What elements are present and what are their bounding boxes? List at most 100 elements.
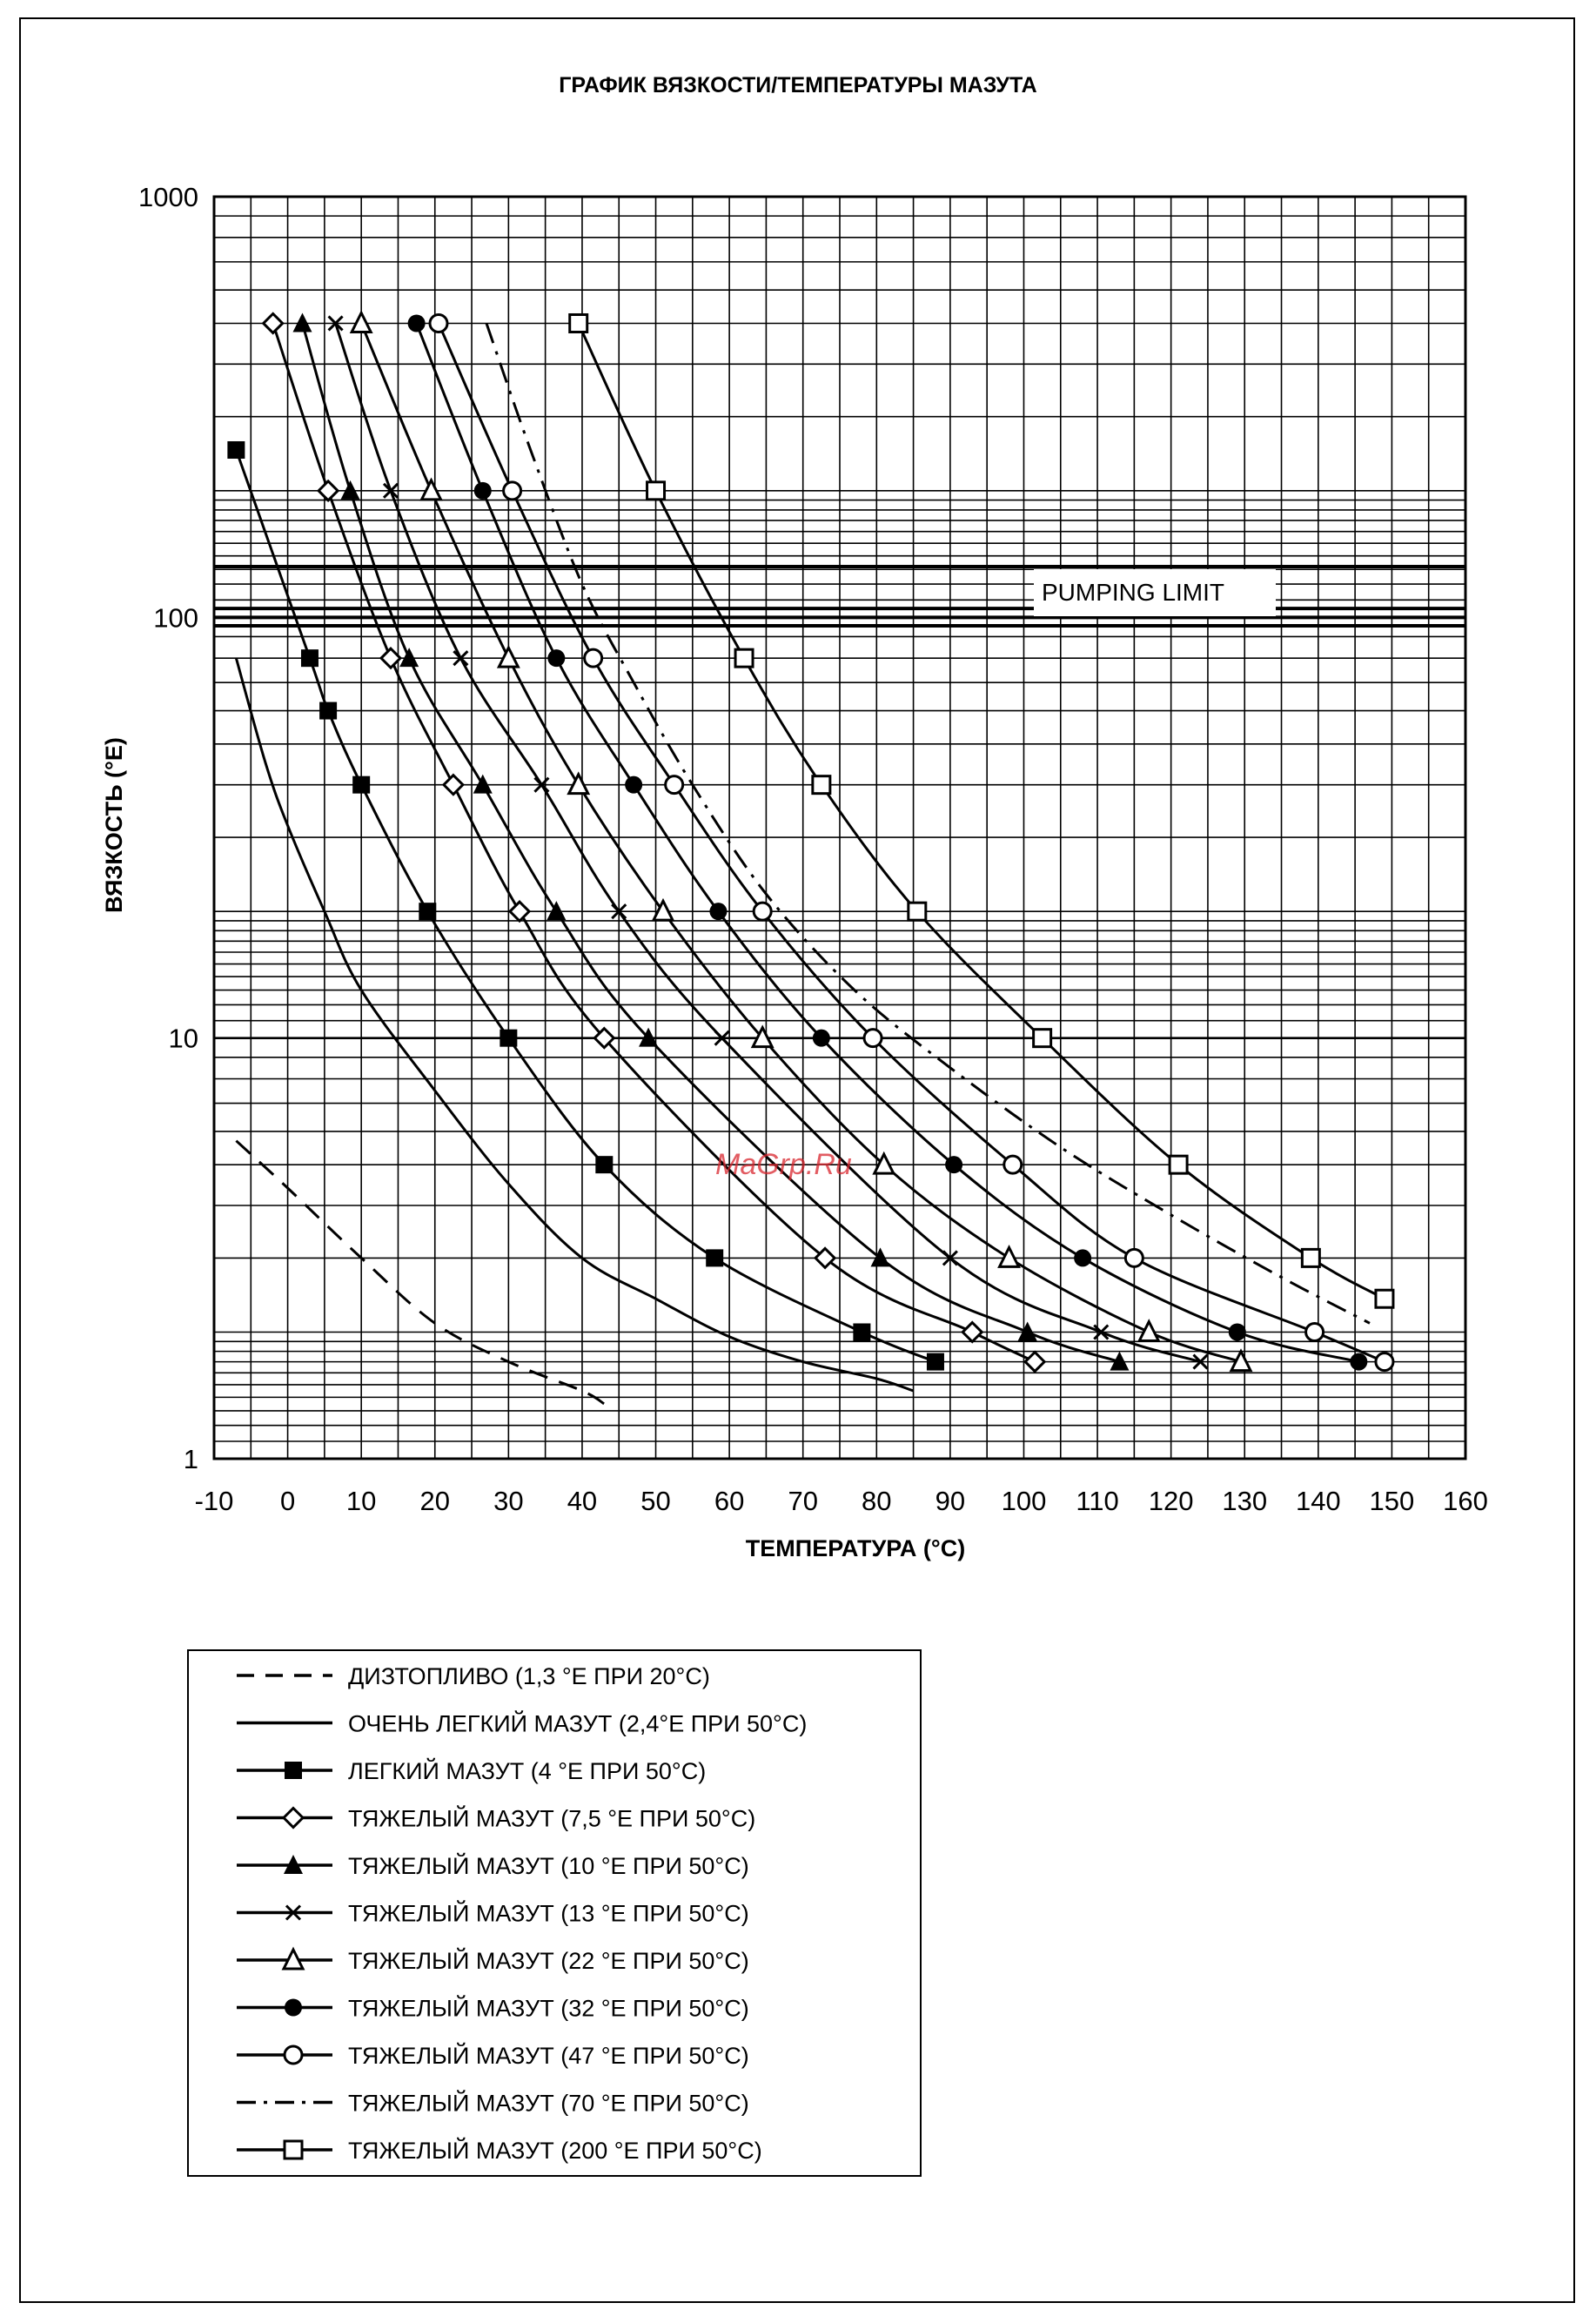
- series-line: [234, 657, 915, 1393]
- series-1: [234, 657, 915, 1393]
- data-point: [568, 312, 589, 333]
- legend-label: ТЯЖЕЛЫЙ МАЗУТ (47 °E ПРИ 50°C): [348, 2042, 749, 2069]
- x-tick-label: 160: [1443, 1486, 1488, 1516]
- legend-marker: [283, 2044, 304, 2065]
- data-point: [1228, 1323, 1246, 1341]
- data-point: [625, 775, 643, 794]
- data-point: [349, 310, 373, 333]
- y-axis-label: ВЯЗКОСТЬ (°E): [101, 737, 127, 913]
- data-point: [813, 1246, 837, 1270]
- legend-item: ТЯЖЕЛЫЙ МАЗУТ (7,5 °E ПРИ 50°C): [237, 1805, 755, 1832]
- legend-label: ТЯЖЕЛЫЙ МАЗУТ (70 °E ПРИ 50°C): [348, 2090, 749, 2117]
- legend-label: ОЧЕНЬ ЛЕГКИЙ МАЗУТ (2,4°E ПРИ 50°C): [348, 1710, 807, 1737]
- data-point: [1023, 1350, 1047, 1373]
- data-point: [945, 1156, 963, 1174]
- data-point: [327, 315, 344, 332]
- series-line: [577, 322, 1385, 1300]
- legend-marker: [281, 1946, 305, 1971]
- data-point: [1374, 1288, 1395, 1309]
- legend-label: ДИЗТОПЛИВО (1,3 °E ПРИ 20°C): [348, 1663, 710, 1689]
- annotations: PUMPING LIMIT: [1034, 569, 1276, 616]
- data-point: [1032, 1028, 1053, 1049]
- legend-item: ТЯЖЕЛЫЙ МАЗУТ (10 °E ПРИ 50°C): [237, 1852, 749, 1879]
- data-point: [473, 481, 492, 500]
- series-line: [235, 1139, 606, 1406]
- series-10: [568, 312, 1395, 1309]
- data-point: [752, 901, 773, 922]
- series-6: [349, 310, 1253, 1373]
- legend-item: ТЯЖЕЛЫЙ МАЗУТ (13 °E ПРИ 50°C): [237, 1900, 749, 1927]
- data-point: [1300, 1247, 1321, 1268]
- page-frame: [19, 17, 1575, 2303]
- data-point: [419, 477, 443, 501]
- series-4: [292, 312, 1130, 1371]
- series: [227, 310, 1395, 1406]
- x-tick-label: 110: [1076, 1486, 1118, 1516]
- plot-border: [212, 195, 1467, 1460]
- axis-ticks: -10 0 10 20 30 40 50 60 70 80 90 100 110 120 130 140 150…: [138, 182, 1488, 1516]
- grid: [212, 195, 1467, 1460]
- data-point: [639, 1027, 659, 1047]
- data-point: [379, 647, 403, 670]
- series-2: [227, 440, 944, 1371]
- chart-title: ГРАФИК ВЯЗКОСТИ/ТЕМПЕРАТУРЫ МАЗУТА: [559, 73, 1037, 97]
- data-point: [382, 482, 399, 499]
- data-point: [300, 649, 319, 668]
- series-0: [235, 1139, 606, 1406]
- x-tick-label: 150: [1370, 1486, 1415, 1516]
- legend-item: ТЯЖЕЛЫЙ МАЗУТ (47 °E ПРИ 50°C): [237, 2042, 749, 2069]
- data-point: [1229, 1348, 1253, 1373]
- data-point: [942, 1250, 958, 1266]
- legend-marker: [285, 1904, 302, 1921]
- legend-item: ЛЕГКИЙ МАЗУТ (4 °E ПРИ 50°C): [237, 1757, 706, 1784]
- data-point: [961, 1320, 984, 1344]
- x-tick-label: 40: [567, 1486, 597, 1516]
- data-point: [611, 903, 627, 920]
- data-point: [502, 480, 523, 501]
- x-tick-label: 20: [420, 1486, 450, 1516]
- series-line: [359, 322, 1242, 1364]
- legend-marker: [285, 1998, 302, 2017]
- legend-item: ДИЗТОПЛИВО (1,3 °E ПРИ 20°C): [237, 1663, 710, 1689]
- x-tick-label: -10: [195, 1486, 234, 1516]
- legend-item: ОЧЕНЬ ЛЕГКИЙ МАЗУТ (2,4°E ПРИ 50°C): [237, 1710, 807, 1737]
- x-tick-label: 140: [1296, 1486, 1341, 1516]
- data-point: [862, 1028, 883, 1049]
- data-point: [853, 1323, 871, 1341]
- x-tick-label: 10: [346, 1486, 376, 1516]
- data-point: [1093, 1324, 1110, 1340]
- legend-label: ЛЕГКИЙ МАЗУТ (4 °E ПРИ 50°C): [348, 1757, 706, 1784]
- x-tick-label: 100: [1002, 1486, 1047, 1516]
- data-point: [1374, 1352, 1395, 1373]
- legend-label: ТЯЖЕЛЫЙ МАЗУТ (22 °E ПРИ 50°C): [348, 1947, 749, 1974]
- x-tick-label: 90: [935, 1486, 965, 1516]
- data-point: [399, 648, 419, 668]
- x-tick-label: 80: [862, 1486, 891, 1516]
- series-8: [428, 312, 1395, 1373]
- data-point: [496, 644, 520, 668]
- series-9: [485, 323, 1371, 1325]
- data-point: [926, 1353, 944, 1371]
- data-point: [811, 775, 832, 796]
- legend-label: ТЯЖЕЛЫЙ МАЗУТ (32 °E ПРИ 50°C): [348, 1995, 749, 2022]
- data-point: [319, 702, 338, 720]
- data-point: [340, 480, 360, 500]
- data-point: [651, 897, 675, 922]
- legend-item: ТЯЖЕЛЫЙ МАЗУТ (70 °E ПРИ 50°C): [237, 2090, 749, 2117]
- pumping-limit-label-box: [1034, 569, 1276, 616]
- data-point: [547, 649, 566, 668]
- data-point: [419, 903, 437, 921]
- legend: ДИЗТОПЛИВО (1,3 °E ПРИ 20°C) ОЧЕНЬ ЛЕГКИЙ…: [187, 1649, 922, 2177]
- data-point: [706, 1249, 724, 1267]
- data-point: [1017, 1321, 1037, 1341]
- legend-item: ТЯЖЕЛЫЙ МАЗУТ (32 °E ПРИ 50°C): [237, 1995, 749, 2022]
- data-point: [352, 775, 371, 794]
- legend-marker: [283, 2139, 304, 2160]
- series-7: [407, 314, 1368, 1371]
- data-point: [533, 776, 550, 793]
- data-point: [507, 900, 532, 923]
- data-point: [1003, 1154, 1023, 1175]
- data-point: [646, 480, 667, 501]
- data-point: [428, 312, 449, 333]
- series-line: [437, 322, 1385, 1363]
